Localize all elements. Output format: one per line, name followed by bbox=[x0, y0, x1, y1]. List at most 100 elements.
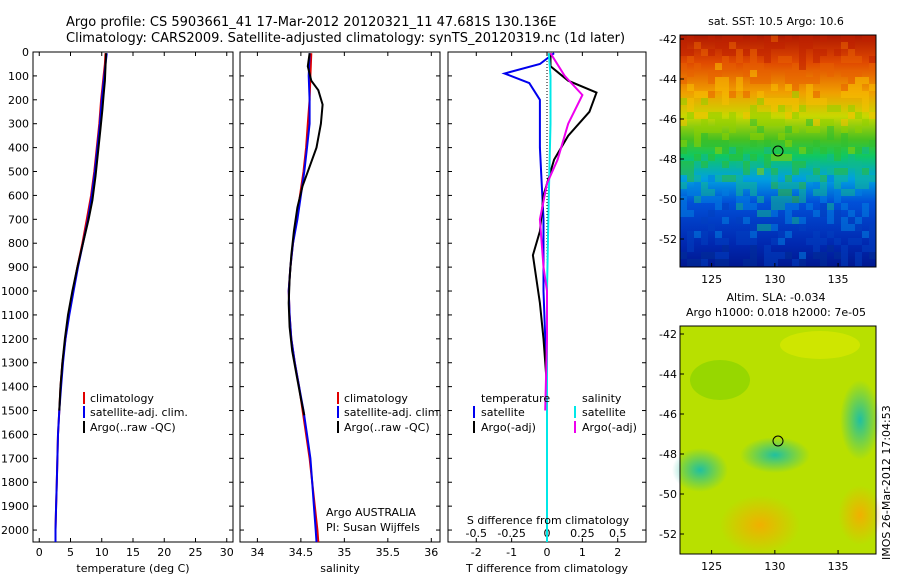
sst-cell bbox=[862, 182, 869, 189]
sst-cell bbox=[680, 182, 687, 189]
top-axis-label: S difference from climatology bbox=[467, 514, 630, 527]
sst-cell bbox=[729, 63, 736, 70]
sst-cell bbox=[743, 217, 750, 224]
sst-cell bbox=[862, 203, 869, 210]
sla-blob bbox=[740, 437, 810, 473]
sst-cell bbox=[715, 175, 722, 182]
sst-cell bbox=[750, 105, 757, 112]
sst-cell bbox=[771, 105, 778, 112]
sst-cell bbox=[715, 238, 722, 245]
sst-cell bbox=[764, 112, 771, 119]
sst-cell bbox=[799, 182, 806, 189]
sst-cell bbox=[841, 126, 848, 133]
sst-cell bbox=[792, 105, 799, 112]
sst-cell bbox=[715, 119, 722, 126]
sla-blob bbox=[780, 331, 860, 359]
sst-cell bbox=[834, 189, 841, 196]
sst-cell bbox=[820, 98, 827, 105]
sst-cell bbox=[694, 154, 701, 161]
sst-cell bbox=[841, 56, 848, 63]
sst-cell bbox=[708, 210, 715, 217]
sst-cell bbox=[722, 133, 729, 140]
x-tick-label: 10 bbox=[95, 546, 109, 559]
sst-cell bbox=[743, 70, 750, 77]
sst-cell bbox=[848, 84, 855, 91]
sst-cell bbox=[680, 161, 687, 168]
sst-cell bbox=[799, 70, 806, 77]
sst-cell bbox=[792, 182, 799, 189]
x-tick-label: 135 bbox=[828, 273, 849, 286]
sst-cell bbox=[736, 35, 743, 42]
sst-cell bbox=[743, 203, 750, 210]
sst-cell bbox=[715, 42, 722, 49]
sst-cell bbox=[750, 245, 757, 252]
sst-cell bbox=[813, 70, 820, 77]
sst-cell bbox=[750, 49, 757, 56]
y-tick-label: 1200 bbox=[1, 333, 29, 346]
y-tick-label: -42 bbox=[659, 328, 677, 341]
sst-cell bbox=[736, 77, 743, 84]
x-tick-label: 30 bbox=[220, 546, 234, 559]
sst-cell bbox=[743, 259, 750, 266]
sst-cell bbox=[778, 252, 785, 259]
sst-cell bbox=[813, 168, 820, 175]
sst-cell bbox=[708, 224, 715, 231]
sst-cell bbox=[764, 35, 771, 42]
sst-cell bbox=[806, 147, 813, 154]
sst-cell bbox=[820, 203, 827, 210]
sst-cell bbox=[750, 133, 757, 140]
sst-cell bbox=[785, 112, 792, 119]
sst-cell bbox=[764, 245, 771, 252]
sst-cell bbox=[778, 231, 785, 238]
sst-cell bbox=[687, 238, 694, 245]
y-tick-label: 0 bbox=[22, 46, 29, 59]
sst-cell bbox=[715, 84, 722, 91]
sst-cell bbox=[855, 126, 862, 133]
sst-cell bbox=[820, 252, 827, 259]
sst-cell bbox=[750, 63, 757, 70]
annotation-line-1: Argo AUSTRALIA bbox=[326, 506, 416, 519]
sst-cell bbox=[813, 49, 820, 56]
sst-cell bbox=[750, 154, 757, 161]
sst-cell bbox=[848, 224, 855, 231]
sla-blob bbox=[840, 380, 880, 460]
sst-cell bbox=[750, 161, 757, 168]
y-tick-label: 600 bbox=[8, 189, 29, 202]
sst-cell bbox=[687, 231, 694, 238]
sst-cell bbox=[694, 42, 701, 49]
sst-cell bbox=[848, 161, 855, 168]
sst-cell bbox=[778, 98, 785, 105]
sst-cell bbox=[722, 161, 729, 168]
sst-cell bbox=[729, 91, 736, 98]
sst-cell bbox=[757, 112, 764, 119]
y-tick-label: -48 bbox=[659, 448, 677, 461]
sst-cell bbox=[799, 56, 806, 63]
sst-cell bbox=[799, 252, 806, 259]
sst-cell bbox=[848, 35, 855, 42]
sst-cell bbox=[827, 175, 834, 182]
sst-cell bbox=[757, 91, 764, 98]
sst-cell bbox=[869, 112, 876, 119]
sst-cell bbox=[771, 154, 778, 161]
sst-cell bbox=[694, 133, 701, 140]
legend-label-temp-argo: Argo(-adj) bbox=[481, 421, 536, 434]
sst-cell bbox=[827, 70, 834, 77]
sst-cell bbox=[715, 140, 722, 147]
sst-cell bbox=[862, 210, 869, 217]
sst-cell bbox=[862, 105, 869, 112]
sst-cell bbox=[848, 154, 855, 161]
sst-cell bbox=[736, 56, 743, 63]
sst-cell bbox=[736, 217, 743, 224]
sst-cell bbox=[785, 217, 792, 224]
sst-cell bbox=[764, 147, 771, 154]
x-tick-label: 34 bbox=[250, 546, 264, 559]
y-tick-label: 1300 bbox=[1, 357, 29, 370]
sst-cell bbox=[708, 70, 715, 77]
sst-cell bbox=[687, 84, 694, 91]
sst-cell bbox=[687, 245, 694, 252]
sst-cell bbox=[841, 259, 848, 266]
sst-cell bbox=[834, 182, 841, 189]
sst-cell bbox=[680, 140, 687, 147]
legend-label-temp-satellite: satellite bbox=[481, 406, 525, 419]
difference-panel: -2 -1 0 1 2-0.5 -0.25 0 0.25 0.5T difference fro… bbox=[447, 51, 647, 575]
